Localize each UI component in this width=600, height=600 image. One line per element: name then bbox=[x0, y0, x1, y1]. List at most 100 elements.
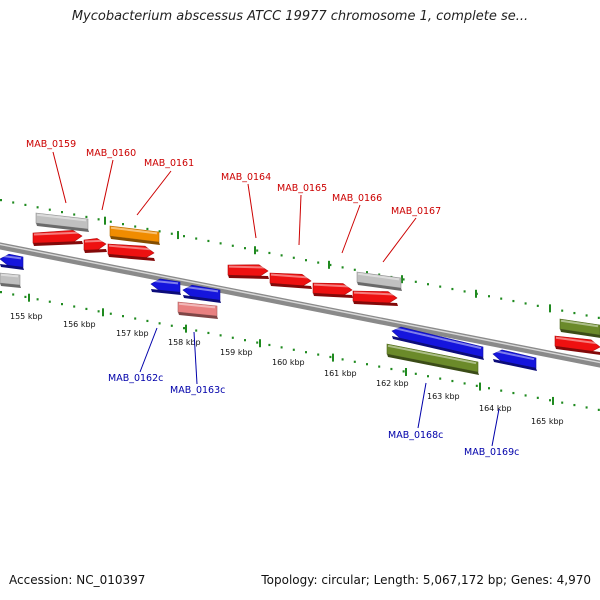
minor-tick bbox=[109, 312, 112, 315]
gene-forward-cds_red-2[interactable] bbox=[83, 238, 107, 253]
minor-tick bbox=[536, 304, 539, 307]
minor-tick bbox=[195, 237, 198, 240]
minor-tick bbox=[500, 389, 503, 392]
gene-features[interactable] bbox=[0, 212, 600, 375]
label-leader-line bbox=[193, 331, 198, 385]
gene-reverse-cds_blue-17[interactable] bbox=[492, 349, 537, 371]
minor-tick bbox=[341, 266, 344, 269]
gene-reverse-gene_grey-18[interactable] bbox=[0, 272, 21, 288]
minor-tick bbox=[0, 199, 2, 202]
minor-tick bbox=[170, 232, 173, 235]
minor-tick bbox=[329, 355, 332, 359]
minor-tick bbox=[97, 218, 100, 221]
label-leader-line bbox=[101, 159, 114, 211]
minor-tick bbox=[231, 336, 234, 339]
scale-label: 165 kbp bbox=[531, 417, 564, 426]
gene-reverse-gene_pink-19[interactable] bbox=[177, 301, 218, 319]
gene-label-reverse[interactable]: MAB_0163c bbox=[170, 385, 225, 396]
minor-tick bbox=[183, 235, 185, 238]
minor-tick bbox=[61, 211, 63, 214]
minor-tick bbox=[73, 213, 76, 216]
minor-tick bbox=[73, 305, 76, 308]
scale-label: 162 kbp bbox=[376, 379, 409, 388]
label-leader-line bbox=[491, 408, 500, 447]
minor-tick bbox=[280, 254, 283, 257]
minor-tick bbox=[305, 259, 307, 262]
minor-tick bbox=[146, 319, 149, 323]
gene-label-reverse[interactable]: MAB_0169c bbox=[464, 447, 519, 458]
gene-label-forward[interactable]: MAB_0165 bbox=[277, 183, 327, 194]
minor-tick bbox=[292, 348, 295, 351]
minor-tick bbox=[207, 331, 210, 335]
minor-tick bbox=[219, 334, 222, 337]
minor-tick bbox=[463, 290, 466, 293]
scale-label: 156 kbp bbox=[63, 320, 96, 329]
gene-label-forward[interactable]: MAB_0159 bbox=[26, 139, 76, 150]
gene-forward-cds_red-4[interactable] bbox=[227, 264, 269, 279]
minor-tick bbox=[451, 287, 454, 291]
minor-tick bbox=[158, 322, 161, 325]
label-leader-line bbox=[341, 204, 361, 254]
gene-forward-cds_red-3[interactable] bbox=[107, 243, 155, 261]
minor-tick bbox=[85, 307, 88, 311]
minor-tick bbox=[317, 261, 320, 264]
minor-tick bbox=[170, 324, 173, 327]
label-leader-line bbox=[298, 194, 302, 246]
minor-tick bbox=[85, 215, 88, 219]
label-leader-line bbox=[417, 382, 427, 429]
minor-tick bbox=[378, 273, 381, 276]
minor-tick bbox=[36, 298, 39, 301]
gene-forward-gene_orange-10[interactable] bbox=[109, 225, 160, 245]
minor-tick bbox=[414, 280, 417, 283]
minor-tick bbox=[463, 382, 466, 385]
gene-label-forward[interactable]: MAB_0164 bbox=[221, 172, 271, 183]
minor-tick bbox=[146, 227, 149, 231]
gene-label-forward[interactable]: MAB_0166 bbox=[332, 193, 382, 204]
minor-tick bbox=[597, 408, 600, 411]
minor-tick bbox=[524, 394, 527, 397]
scale-label: 161 kbp bbox=[324, 369, 357, 378]
minor-tick bbox=[475, 384, 478, 387]
gene-label-reverse[interactable]: MAB_0162c bbox=[108, 373, 163, 384]
gene-forward-cds_red-8[interactable] bbox=[554, 335, 600, 355]
gene-forward-cds_red-7[interactable] bbox=[352, 290, 398, 306]
minor-tick bbox=[231, 244, 234, 247]
minor-tick bbox=[524, 302, 527, 305]
gene-reverse-cds_blue-16[interactable] bbox=[391, 326, 484, 360]
gene-label-forward[interactable]: MAB_0161 bbox=[144, 158, 194, 169]
gene-reverse-gene_olive-20[interactable] bbox=[386, 343, 479, 375]
minor-tick bbox=[317, 353, 320, 356]
gene-labels[interactable]: MAB_0159 MAB_0160 MAB_0161 MAB_0164 MAB_0165… bbox=[26, 139, 519, 458]
gene-label-reverse[interactable]: MAB_0168c bbox=[388, 430, 443, 441]
minor-tick bbox=[256, 341, 259, 344]
minor-tick bbox=[573, 403, 576, 407]
topology-info-text: Topology: circular; Length: 5,067,172 bp… bbox=[261, 573, 591, 587]
minor-tick bbox=[109, 220, 112, 223]
accession-text: Accession: NC_010397 bbox=[9, 573, 146, 587]
gene-forward-cds_red-6[interactable] bbox=[312, 282, 353, 298]
minor-tick bbox=[536, 396, 539, 399]
minor-tick bbox=[366, 271, 368, 274]
gene-reverse-cds_blue-13[interactable] bbox=[0, 253, 24, 270]
scale-label: 163 kbp bbox=[427, 392, 460, 401]
gene-reverse-cds_blue-15[interactable] bbox=[182, 284, 221, 303]
gene-label-forward[interactable]: MAB_0160 bbox=[86, 148, 136, 159]
minor-tick bbox=[549, 399, 551, 402]
gene-forward-gene_grey-9[interactable] bbox=[35, 212, 89, 232]
gene-reverse-cds_blue-14[interactable] bbox=[150, 278, 181, 295]
gene-forward-gene_grey-11[interactable] bbox=[356, 271, 402, 291]
label-leader-line bbox=[139, 327, 158, 373]
minor-tick bbox=[305, 351, 307, 354]
gene-label-forward[interactable]: MAB_0167 bbox=[391, 206, 441, 217]
minor-tick bbox=[561, 309, 564, 312]
minor-tick bbox=[12, 201, 15, 204]
minor-tick bbox=[48, 300, 51, 303]
gene-forward-gene_olive-12[interactable] bbox=[559, 318, 600, 338]
gene-forward-cds_red-5[interactable] bbox=[269, 272, 312, 289]
tick-track-inner bbox=[0, 291, 600, 411]
minor-tick bbox=[61, 303, 63, 306]
gene-forward-cds_red-1[interactable] bbox=[32, 230, 83, 246]
minor-tick bbox=[97, 310, 100, 313]
minor-tick bbox=[24, 203, 27, 207]
